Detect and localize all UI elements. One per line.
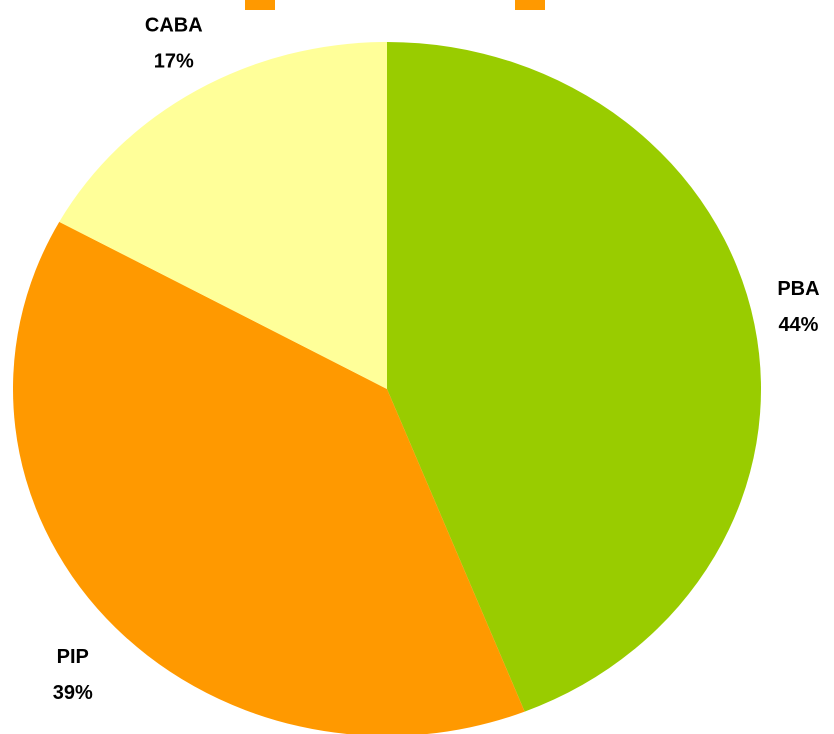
slice-label: CABA [145,14,203,36]
pie-slice [59,42,388,389]
slice-label: PBA [777,278,819,300]
pie-slice [387,42,762,712]
slice-value: 44% [778,314,818,336]
pie-slice [13,221,525,734]
slice-label: PIP [57,646,89,668]
slice-value: 17% [154,50,194,72]
data-labels: PBA 44% PIP 39% CABA 17% [53,14,820,704]
slice-value: 39% [53,682,93,704]
pie [13,42,762,734]
legend-fragment [515,0,545,10]
legend-fragment [245,0,275,10]
